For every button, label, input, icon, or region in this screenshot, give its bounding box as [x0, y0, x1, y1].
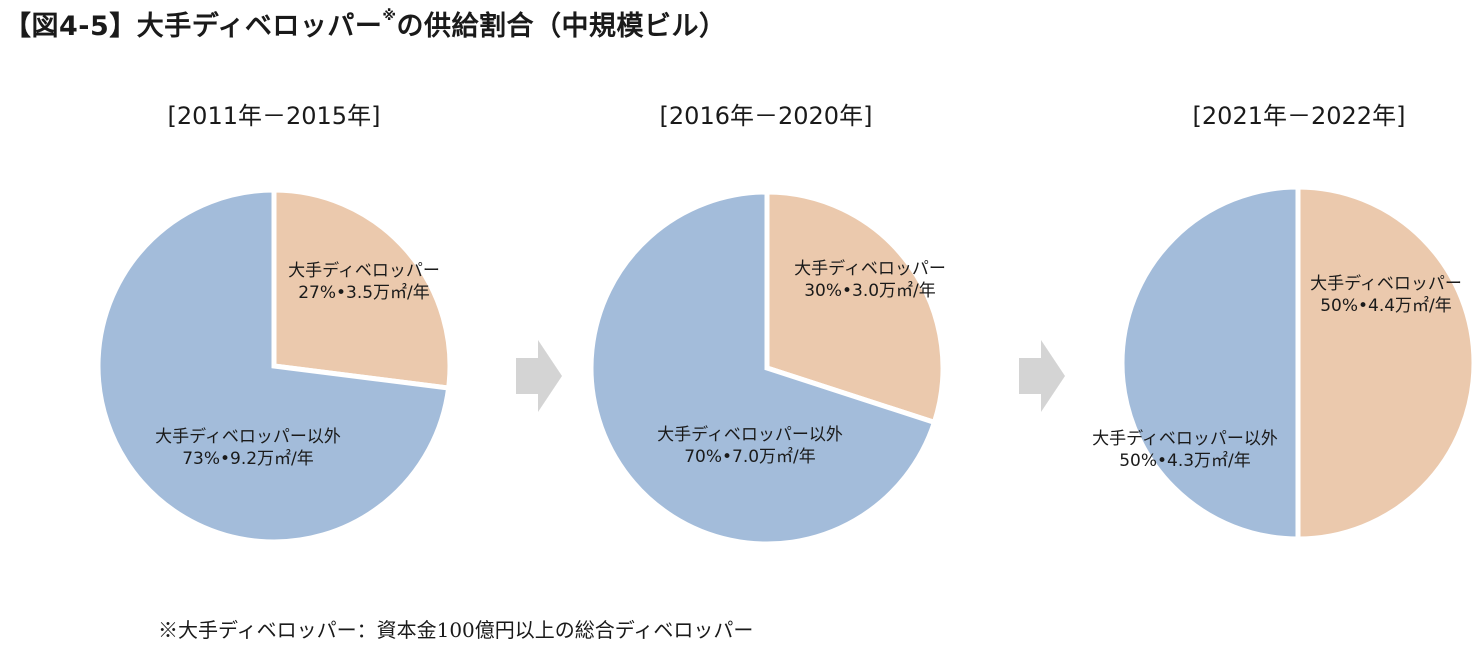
slice-label-name: 大手ディベロッパー以外 [1092, 428, 1278, 449]
figure-title-mark: ※ [382, 8, 397, 24]
period-title-2021-2022: [2021年－2022年] [1192, 102, 1406, 130]
transition-arrow-icon [1019, 340, 1065, 412]
pie-slice-1-major [764, 189, 946, 426]
slice-label-0-other: 大手ディベロッパー以外 73%•9.2万㎡/年 [155, 426, 341, 469]
period-title-2011-2015: [2011年－2015年] [167, 102, 381, 130]
slice-label-2-other: 大手ディベロッパー以外 50%•4.3万㎡/年 [1092, 428, 1278, 471]
transition-arrow-icon [516, 340, 562, 412]
slice-label-name: 大手ディベロッパー [1310, 273, 1462, 294]
pie-slice-2-other [1119, 184, 1301, 542]
slice-label-name: 大手ディベロッパー以外 [155, 426, 341, 447]
slice-label-value: 70%•7.0万㎡/年 [684, 447, 816, 467]
figure-title-main: 【図4-5】大手ディベロッパー [4, 11, 383, 42]
slice-label-value: 73%•9.2万㎡/年 [182, 449, 314, 469]
pie-slice-0-major [271, 187, 453, 391]
period-title-2016-2020: [2016年－2020年] [659, 102, 873, 130]
slice-label-value: 30%•3.0万㎡/年 [804, 281, 936, 301]
figure-title-tail: の供給割合（中規模ビル） [396, 11, 727, 42]
slice-label-2-major: 大手ディベロッパー 50%•4.4万㎡/年 [1310, 273, 1462, 316]
figure-title: 【図4-5】大手ディベロッパー※の供給割合（中規模ビル） [4, 4, 727, 43]
slice-label-value: 50%•4.3万㎡/年 [1119, 451, 1251, 471]
slice-label-name: 大手ディベロッパー以外 [657, 424, 843, 445]
slice-label-1-major: 大手ディベロッパー 30%•3.0万㎡/年 [794, 258, 946, 301]
slice-label-value: 50%•4.4万㎡/年 [1320, 296, 1452, 316]
slice-label-name: 大手ディベロッパー [288, 260, 440, 281]
pie-slice-1-other [588, 189, 938, 547]
slice-label-1-other: 大手ディベロッパー以外 70%•7.0万㎡/年 [657, 424, 843, 467]
footnote: ※大手ディベロッパー：資本金100億円以上の総合ディベロッパー [158, 618, 754, 642]
slice-label-value: 27%•3.5万㎡/年 [298, 283, 430, 303]
slice-label-0-major: 大手ディベロッパー 27%•3.5万㎡/年 [288, 260, 440, 303]
pie-slice-2-major [1295, 184, 1474, 542]
slice-label-name: 大手ディベロッパー [794, 258, 946, 279]
pie-slice-0-other [95, 187, 452, 545]
